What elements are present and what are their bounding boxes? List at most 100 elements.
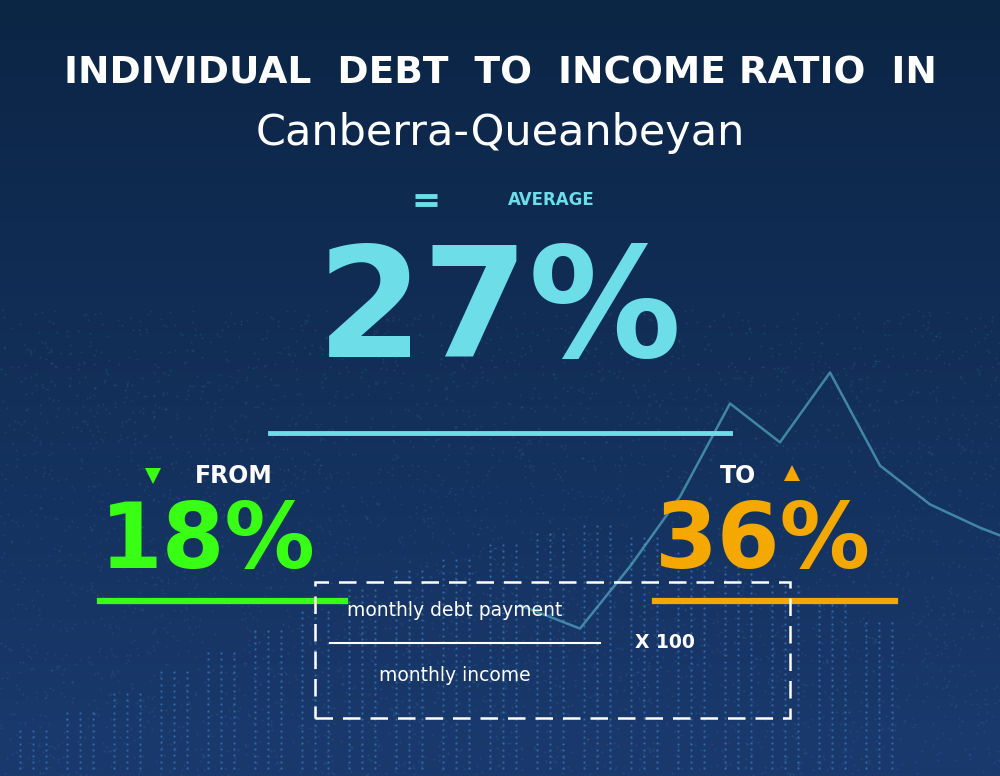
- Point: [953, 372, 969, 385]
- Point: [179, 345, 195, 357]
- Point: [247, 643, 263, 656]
- Point: [852, 536, 868, 549]
- Point: [683, 695, 699, 707]
- Point: [508, 688, 524, 701]
- Point: [470, 528, 486, 540]
- Point: [515, 448, 531, 460]
- Point: [830, 597, 846, 609]
- Point: [684, 586, 700, 598]
- Point: [795, 463, 811, 476]
- Point: [737, 365, 753, 378]
- Point: [334, 500, 350, 512]
- Point: [737, 532, 753, 544]
- Point: [448, 655, 464, 667]
- Point: [630, 359, 646, 371]
- Point: [743, 743, 759, 756]
- Point: [505, 411, 521, 424]
- Point: [777, 661, 793, 674]
- Point: [602, 743, 618, 755]
- Point: [770, 383, 786, 396]
- Point: [822, 526, 838, 539]
- Point: [80, 698, 96, 710]
- Point: [284, 625, 300, 637]
- Point: [123, 446, 139, 459]
- Point: [245, 717, 261, 729]
- Point: [162, 484, 178, 497]
- Point: [479, 588, 495, 601]
- Point: [273, 637, 289, 650]
- Point: [519, 438, 535, 450]
- Point: [542, 601, 558, 614]
- Point: [76, 355, 92, 368]
- Point: [146, 410, 162, 422]
- Point: [623, 731, 639, 743]
- Point: [594, 689, 610, 702]
- Point: [952, 643, 968, 655]
- Point: [388, 639, 404, 651]
- Point: [247, 737, 263, 750]
- Point: [26, 344, 42, 356]
- Point: [360, 388, 376, 400]
- Point: [302, 348, 318, 360]
- Point: [702, 658, 718, 670]
- Point: [354, 756, 370, 768]
- Point: [529, 534, 545, 546]
- Point: [106, 521, 122, 534]
- Point: [623, 563, 639, 575]
- Point: [331, 508, 347, 521]
- Point: [52, 624, 68, 636]
- Point: [934, 601, 950, 613]
- Point: [453, 336, 469, 348]
- Point: [911, 305, 927, 317]
- Point: [226, 666, 242, 678]
- Point: [304, 339, 320, 352]
- Point: [47, 741, 63, 753]
- Point: [118, 390, 134, 403]
- Point: [529, 670, 545, 682]
- Point: [829, 595, 845, 608]
- Point: [116, 736, 132, 749]
- Point: [829, 368, 845, 380]
- Point: [796, 678, 812, 691]
- Point: [412, 637, 428, 650]
- Point: [388, 596, 404, 608]
- Point: [254, 702, 270, 715]
- Point: [226, 698, 242, 711]
- Point: [361, 753, 377, 765]
- Point: [623, 756, 639, 768]
- Point: [677, 304, 693, 317]
- Point: [693, 744, 709, 757]
- Point: [923, 327, 939, 339]
- Point: [185, 380, 201, 393]
- Point: [895, 528, 911, 541]
- Point: [435, 699, 451, 712]
- Point: [384, 469, 400, 481]
- Point: [670, 641, 686, 653]
- Point: [320, 674, 336, 687]
- Point: [0, 640, 13, 653]
- Point: [307, 566, 323, 579]
- Point: [146, 390, 162, 403]
- Point: [461, 655, 477, 667]
- Point: [764, 724, 780, 736]
- Point: [446, 683, 462, 695]
- Point: [498, 625, 514, 637]
- Point: [560, 761, 576, 774]
- Point: [555, 632, 571, 645]
- Point: [555, 756, 571, 768]
- Point: [777, 756, 793, 768]
- Point: [987, 400, 1000, 413]
- Point: [214, 540, 230, 553]
- Point: [441, 487, 457, 499]
- Point: [158, 657, 174, 670]
- Point: [142, 535, 158, 548]
- Point: [783, 710, 799, 722]
- Point: [13, 376, 29, 388]
- Point: [313, 580, 329, 592]
- Point: [169, 412, 185, 424]
- Point: [614, 621, 630, 633]
- Point: [337, 712, 353, 724]
- Point: [354, 695, 370, 707]
- Point: [776, 749, 792, 761]
- Point: [670, 605, 686, 618]
